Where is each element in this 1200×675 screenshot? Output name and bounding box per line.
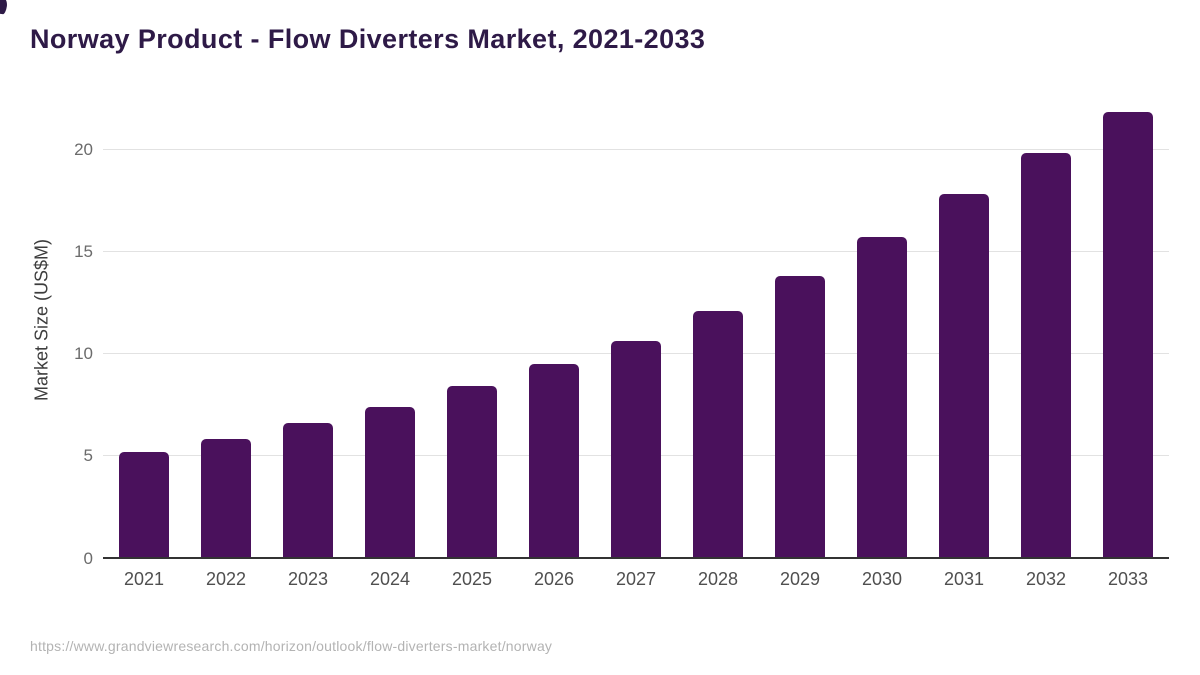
bar-slot <box>513 96 595 558</box>
source-url: https://www.grandviewresearch.com/horizo… <box>30 638 553 654</box>
bar-slot <box>841 96 923 558</box>
footer: https://www.grandviewresearch.com/horizo… <box>0 612 1200 675</box>
bar-slot <box>267 96 349 558</box>
bar-2022 <box>201 439 251 558</box>
x-tick-label: 2029 <box>779 569 821 589</box>
y-tick-label: 0 <box>83 548 93 568</box>
y-axis-title: Market Size (US$M) <box>31 238 52 402</box>
bar-2028 <box>693 310 743 558</box>
bar-2029 <box>775 275 825 558</box>
x-tick-label: 2030 <box>861 569 903 589</box>
bar-2024 <box>365 406 415 558</box>
x-tick-label: 2033 <box>1107 569 1149 589</box>
bar-slot <box>185 96 267 558</box>
bar-series <box>103 96 1169 558</box>
bar-2027 <box>611 341 661 558</box>
bar-2032 <box>1021 153 1071 558</box>
bar-2033 <box>1103 112 1153 558</box>
bar-slot <box>677 96 759 558</box>
x-tick-label: 2032 <box>1025 569 1067 589</box>
chart-title: Norway Product - Flow Diverters Market, … <box>30 24 706 54</box>
bar-slot <box>595 96 677 558</box>
x-tick-label: 2031 <box>943 569 985 589</box>
corner-artifact <box>0 0 9 15</box>
bar-2030 <box>857 237 907 558</box>
y-tick-label: 15 <box>74 241 93 261</box>
bar-2023 <box>283 423 333 558</box>
bar-2021 <box>119 451 169 558</box>
x-tick-label: 2024 <box>369 569 411 589</box>
bar-slot <box>759 96 841 558</box>
bar-slot <box>923 96 1005 558</box>
x-tick-label: 2026 <box>533 569 575 589</box>
y-tick-label: 20 <box>74 139 93 159</box>
gridline <box>103 148 1169 150</box>
x-tick-label: 2027 <box>615 569 657 589</box>
y-tick-label: 10 <box>74 344 93 364</box>
bar-slot <box>1087 96 1169 558</box>
x-tick-label: 2021 <box>123 569 165 589</box>
bar-slot <box>1005 96 1087 558</box>
x-axis-line <box>103 557 1169 559</box>
x-tick-label: 2023 <box>287 569 329 589</box>
plot-area <box>103 96 1169 559</box>
x-tick-label: 2028 <box>697 569 739 589</box>
bar-slot <box>103 96 185 558</box>
bar-2025 <box>447 386 497 558</box>
y-tick-label: 5 <box>83 446 93 466</box>
bar-2026 <box>529 363 579 558</box>
bar-slot <box>349 96 431 558</box>
gridline <box>103 250 1169 252</box>
x-axis-tick-labels: 2021 2022 2023 2024 2025 2026 2027 2028 2029 2030… <box>103 569 1169 590</box>
x-tick-label: 2022 <box>205 569 247 589</box>
bar-2031 <box>939 194 989 558</box>
x-tick-label: 2025 <box>451 569 493 589</box>
bar-slot <box>431 96 513 558</box>
